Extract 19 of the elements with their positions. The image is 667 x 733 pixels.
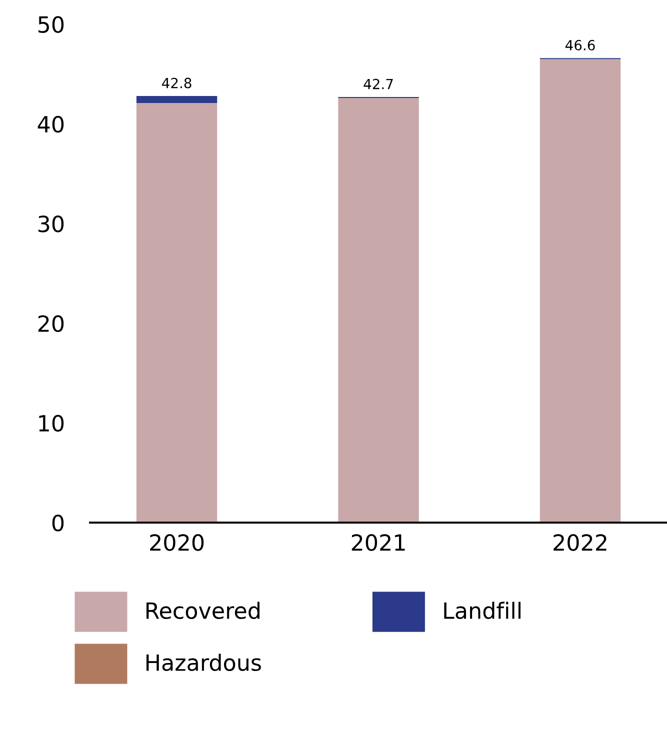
x-tick-label: 2022 [554,534,606,551]
bar [540,59,621,523]
y-tick-label: 40 [38,116,64,133]
bar [338,98,419,523]
legend-label: Hazardous [146,654,261,672]
total-label: 46.6 [565,40,595,50]
y-tick-label: 50 [38,16,64,33]
legend-label: Recovered [146,602,260,620]
y-tick-label: 10 [39,414,64,432]
y-tick-label: 30 [38,216,64,232]
bar [136,102,218,523]
total-label: 42.7 [364,78,393,90]
bar [136,96,218,103]
y-tick-label: 0 [52,514,64,532]
x-tick-label: 2020 [150,534,204,551]
x-tick-label: 2021 [352,534,405,551]
y-tick-label: 20 [38,315,64,332]
total-label: 42.8 [162,78,192,88]
legend-label: Landfill [444,602,520,620]
